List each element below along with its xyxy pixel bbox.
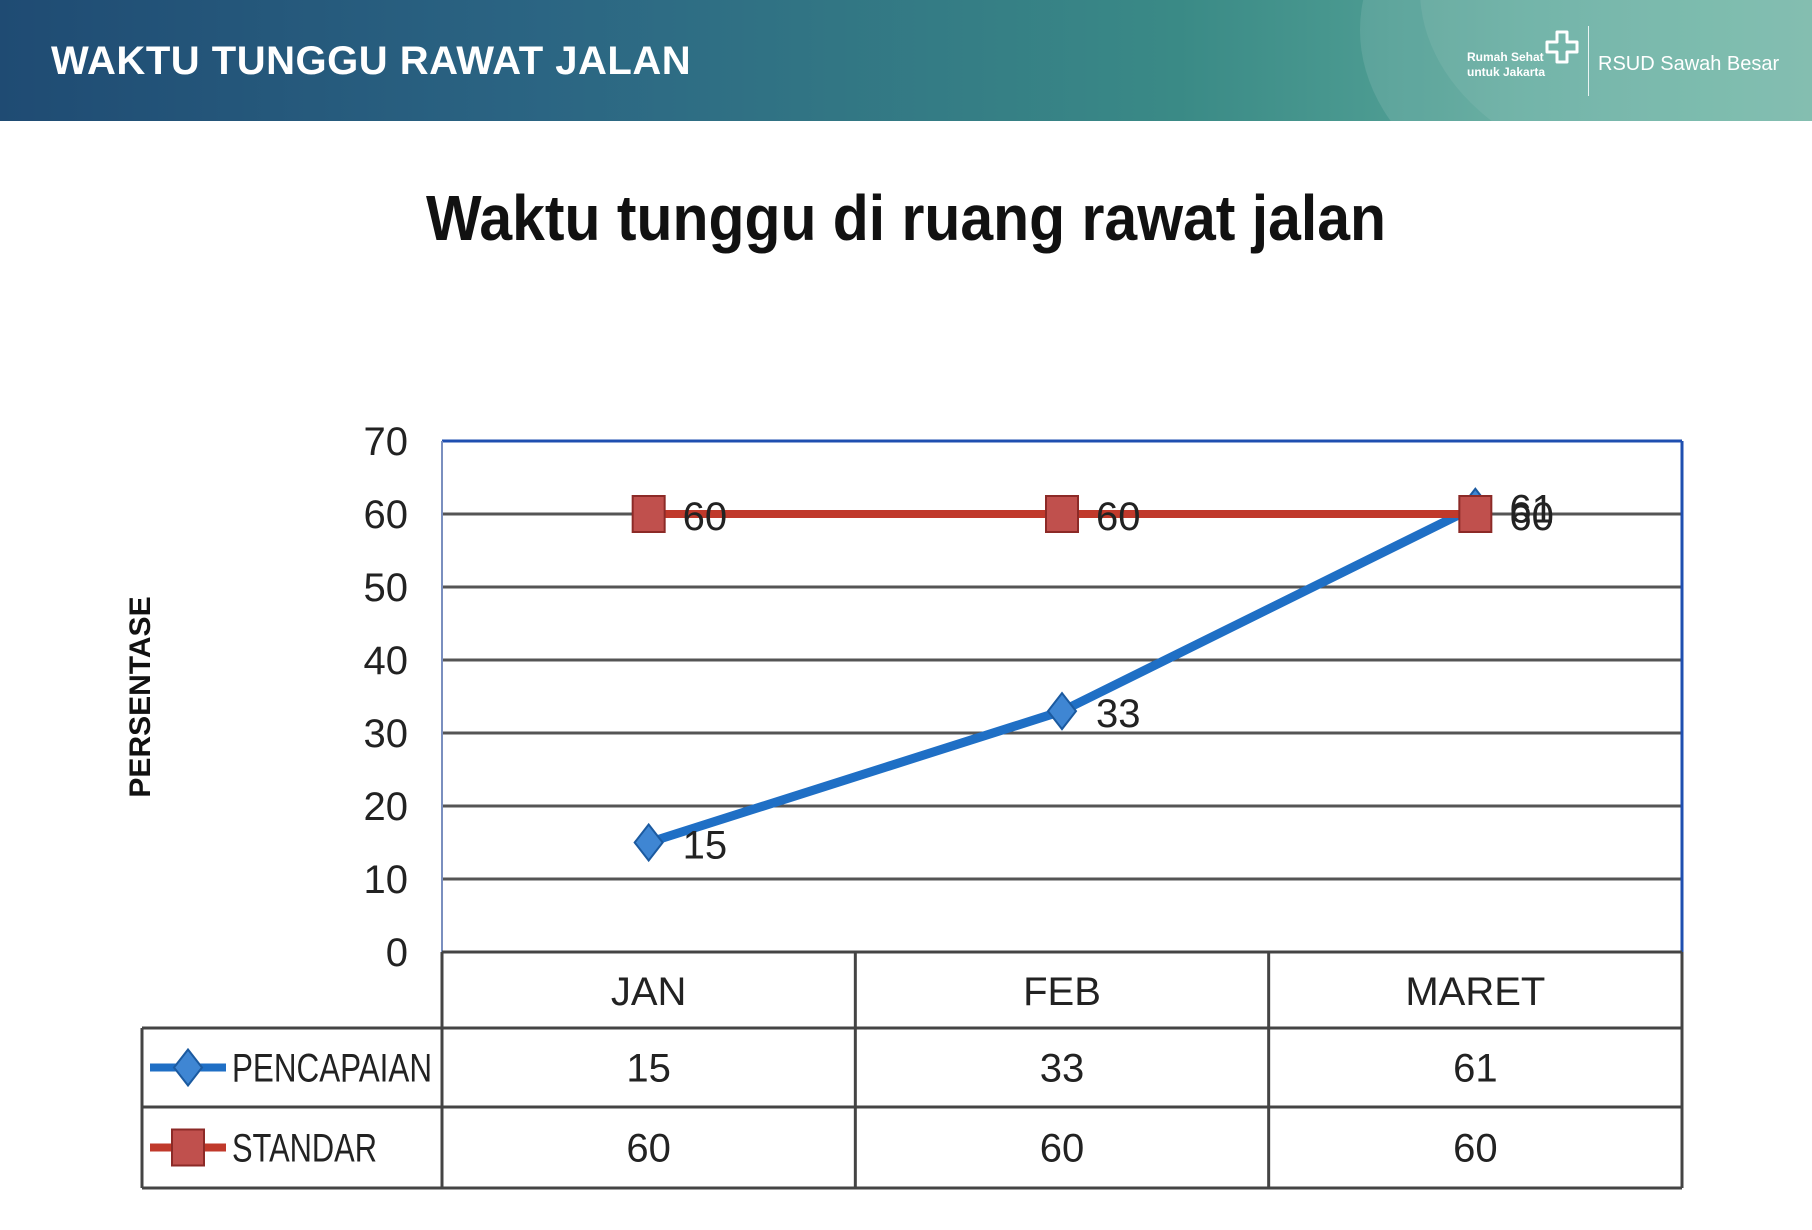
legend-label-pencapaian: PENCAPAIAN [232,1047,432,1091]
table-cell-standar: 60 [1453,1127,1498,1171]
data-point-standar [1458,495,1493,533]
legend-marker-square [171,1128,205,1167]
series-line-pencapaian [647,502,1478,847]
data-label-standar: 60 [1509,495,1554,539]
header-banner: WAKTU TUNGGU RAWAT JALAN Rumah Sehat unt… [0,0,1812,121]
data-label-standar: 60 [1096,495,1141,539]
table-cell-pencapaian: 33 [1040,1047,1085,1091]
x-tick-label: MARET [1405,970,1545,1014]
hospital-name: RSUD Sawah Besar [1598,53,1780,75]
table-cell-pencapaian: 61 [1453,1047,1498,1091]
header-decor-circle [1420,0,1812,121]
y-tick-label: 40 [364,639,409,683]
logo-tagline-line2: untuk Jakarta [1467,65,1546,79]
table-cell-standar: 60 [626,1127,671,1171]
x-tick-label: FEB [1023,970,1101,1014]
data-label-pencapaian: 15 [683,824,728,868]
y-tick-label: 10 [364,858,409,902]
header-decor-circle [1360,0,1812,121]
line-chart: Waktu tunggu di ruang rawat jalan PERSENT… [124,182,1684,1190]
data-point-pencapaian [1046,691,1078,731]
y-axis-label: PERSENTASE [124,596,157,797]
x-tick-label: JAN [611,970,687,1014]
y-tick-label: 20 [364,785,409,829]
y-tick-label: 0 [386,931,408,975]
page-title: WAKTU TUNGGU RAWAT JALAN [51,39,692,83]
legend-marker-diamond [172,1047,204,1088]
chart-title: Waktu tunggu di ruang rawat jalan [426,182,1386,254]
table-cell-pencapaian: 15 [626,1047,671,1091]
table-cell-standar: 60 [1040,1127,1085,1171]
y-tick-label: 70 [364,420,409,464]
data-point-pencapaian [633,822,664,863]
cross-icon [1545,30,1579,64]
data-label-pencapaian: 61 [1509,488,1554,532]
y-tick-label: 50 [364,566,409,610]
data-label-standar: 60 [683,495,728,539]
y-tick-label: 30 [364,712,409,756]
logo-divider [1588,26,1589,96]
logo-tagline: Rumah Sehat untuk Jakarta [1467,50,1545,80]
data-label-pencapaian: 33 [1096,692,1141,736]
data-point-standar [1045,495,1079,533]
y-tick-label: 60 [364,493,409,537]
logo-tagline-line1: Rumah Sehat [1467,50,1544,64]
data-point-standar [631,495,666,533]
legend-label-standar: STANDAR [232,1127,377,1171]
